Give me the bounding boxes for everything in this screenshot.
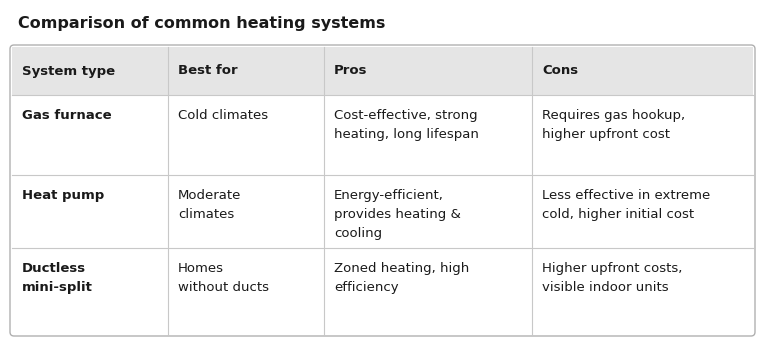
Text: Best for: Best for xyxy=(178,65,238,78)
Text: Less effective in extreme
cold, higher initial cost: Less effective in extreme cold, higher i… xyxy=(542,189,710,221)
Text: Requires gas hookup,
higher upfront cost: Requires gas hookup, higher upfront cost xyxy=(542,109,685,141)
Bar xyxy=(12,47,753,95)
Text: Ductless
mini-split: Ductless mini-split xyxy=(22,262,93,294)
Text: Gas furnace: Gas furnace xyxy=(22,109,112,122)
Text: Homes
without ducts: Homes without ducts xyxy=(178,262,269,294)
Text: Zoned heating, high
efficiency: Zoned heating, high efficiency xyxy=(334,262,469,294)
Text: Energy-efficient,
provides heating &
cooling: Energy-efficient, provides heating & coo… xyxy=(334,189,461,240)
Text: Higher upfront costs,
visible indoor units: Higher upfront costs, visible indoor uni… xyxy=(542,262,682,294)
Bar xyxy=(12,175,753,248)
Text: Moderate
climates: Moderate climates xyxy=(178,189,242,221)
Bar xyxy=(12,95,753,175)
Text: Cold climates: Cold climates xyxy=(178,109,268,122)
Text: Cons: Cons xyxy=(542,65,578,78)
Text: Heat pump: Heat pump xyxy=(22,189,104,202)
Text: System type: System type xyxy=(22,65,115,78)
Text: Pros: Pros xyxy=(334,65,367,78)
Bar xyxy=(12,248,753,334)
Text: Cost-effective, strong
heating, long lifespan: Cost-effective, strong heating, long lif… xyxy=(334,109,479,141)
Text: Comparison of common heating systems: Comparison of common heating systems xyxy=(18,16,386,31)
